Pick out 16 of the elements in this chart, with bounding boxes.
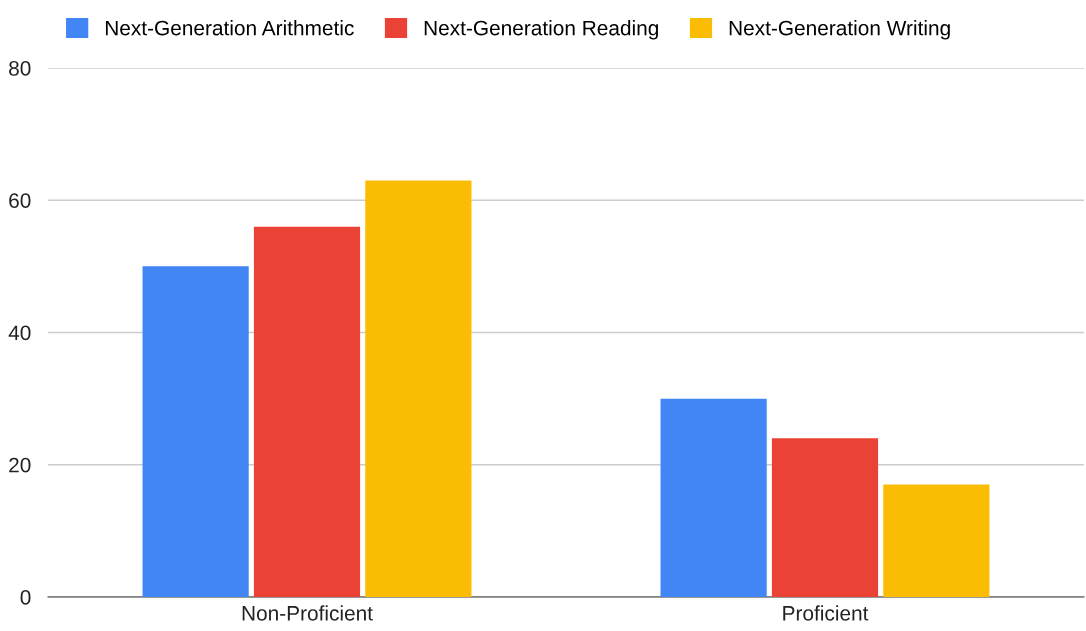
legend-label: Next-Generation Writing [729, 20, 950, 40]
bar [660, 398, 767, 597]
x-tick-label: Non-Proficient [242, 605, 373, 621]
legend-label: Next-Generation Arithmetic [105, 20, 354, 36]
y-tick-label: 40 [8, 325, 31, 341]
legend-label: Next-Generation Reading [424, 20, 658, 40]
bar [365, 180, 472, 597]
bar [253, 226, 361, 597]
bar [142, 266, 249, 597]
bar [771, 438, 879, 597]
y-tick-label: 0 [20, 590, 31, 605]
y-tick-label: 80 [9, 61, 31, 76]
y-tick-label: 60 [9, 193, 31, 208]
x-tick-label: Proficient [783, 605, 869, 621]
bar [883, 484, 990, 597]
y-tick-label: 20 [9, 457, 31, 473]
